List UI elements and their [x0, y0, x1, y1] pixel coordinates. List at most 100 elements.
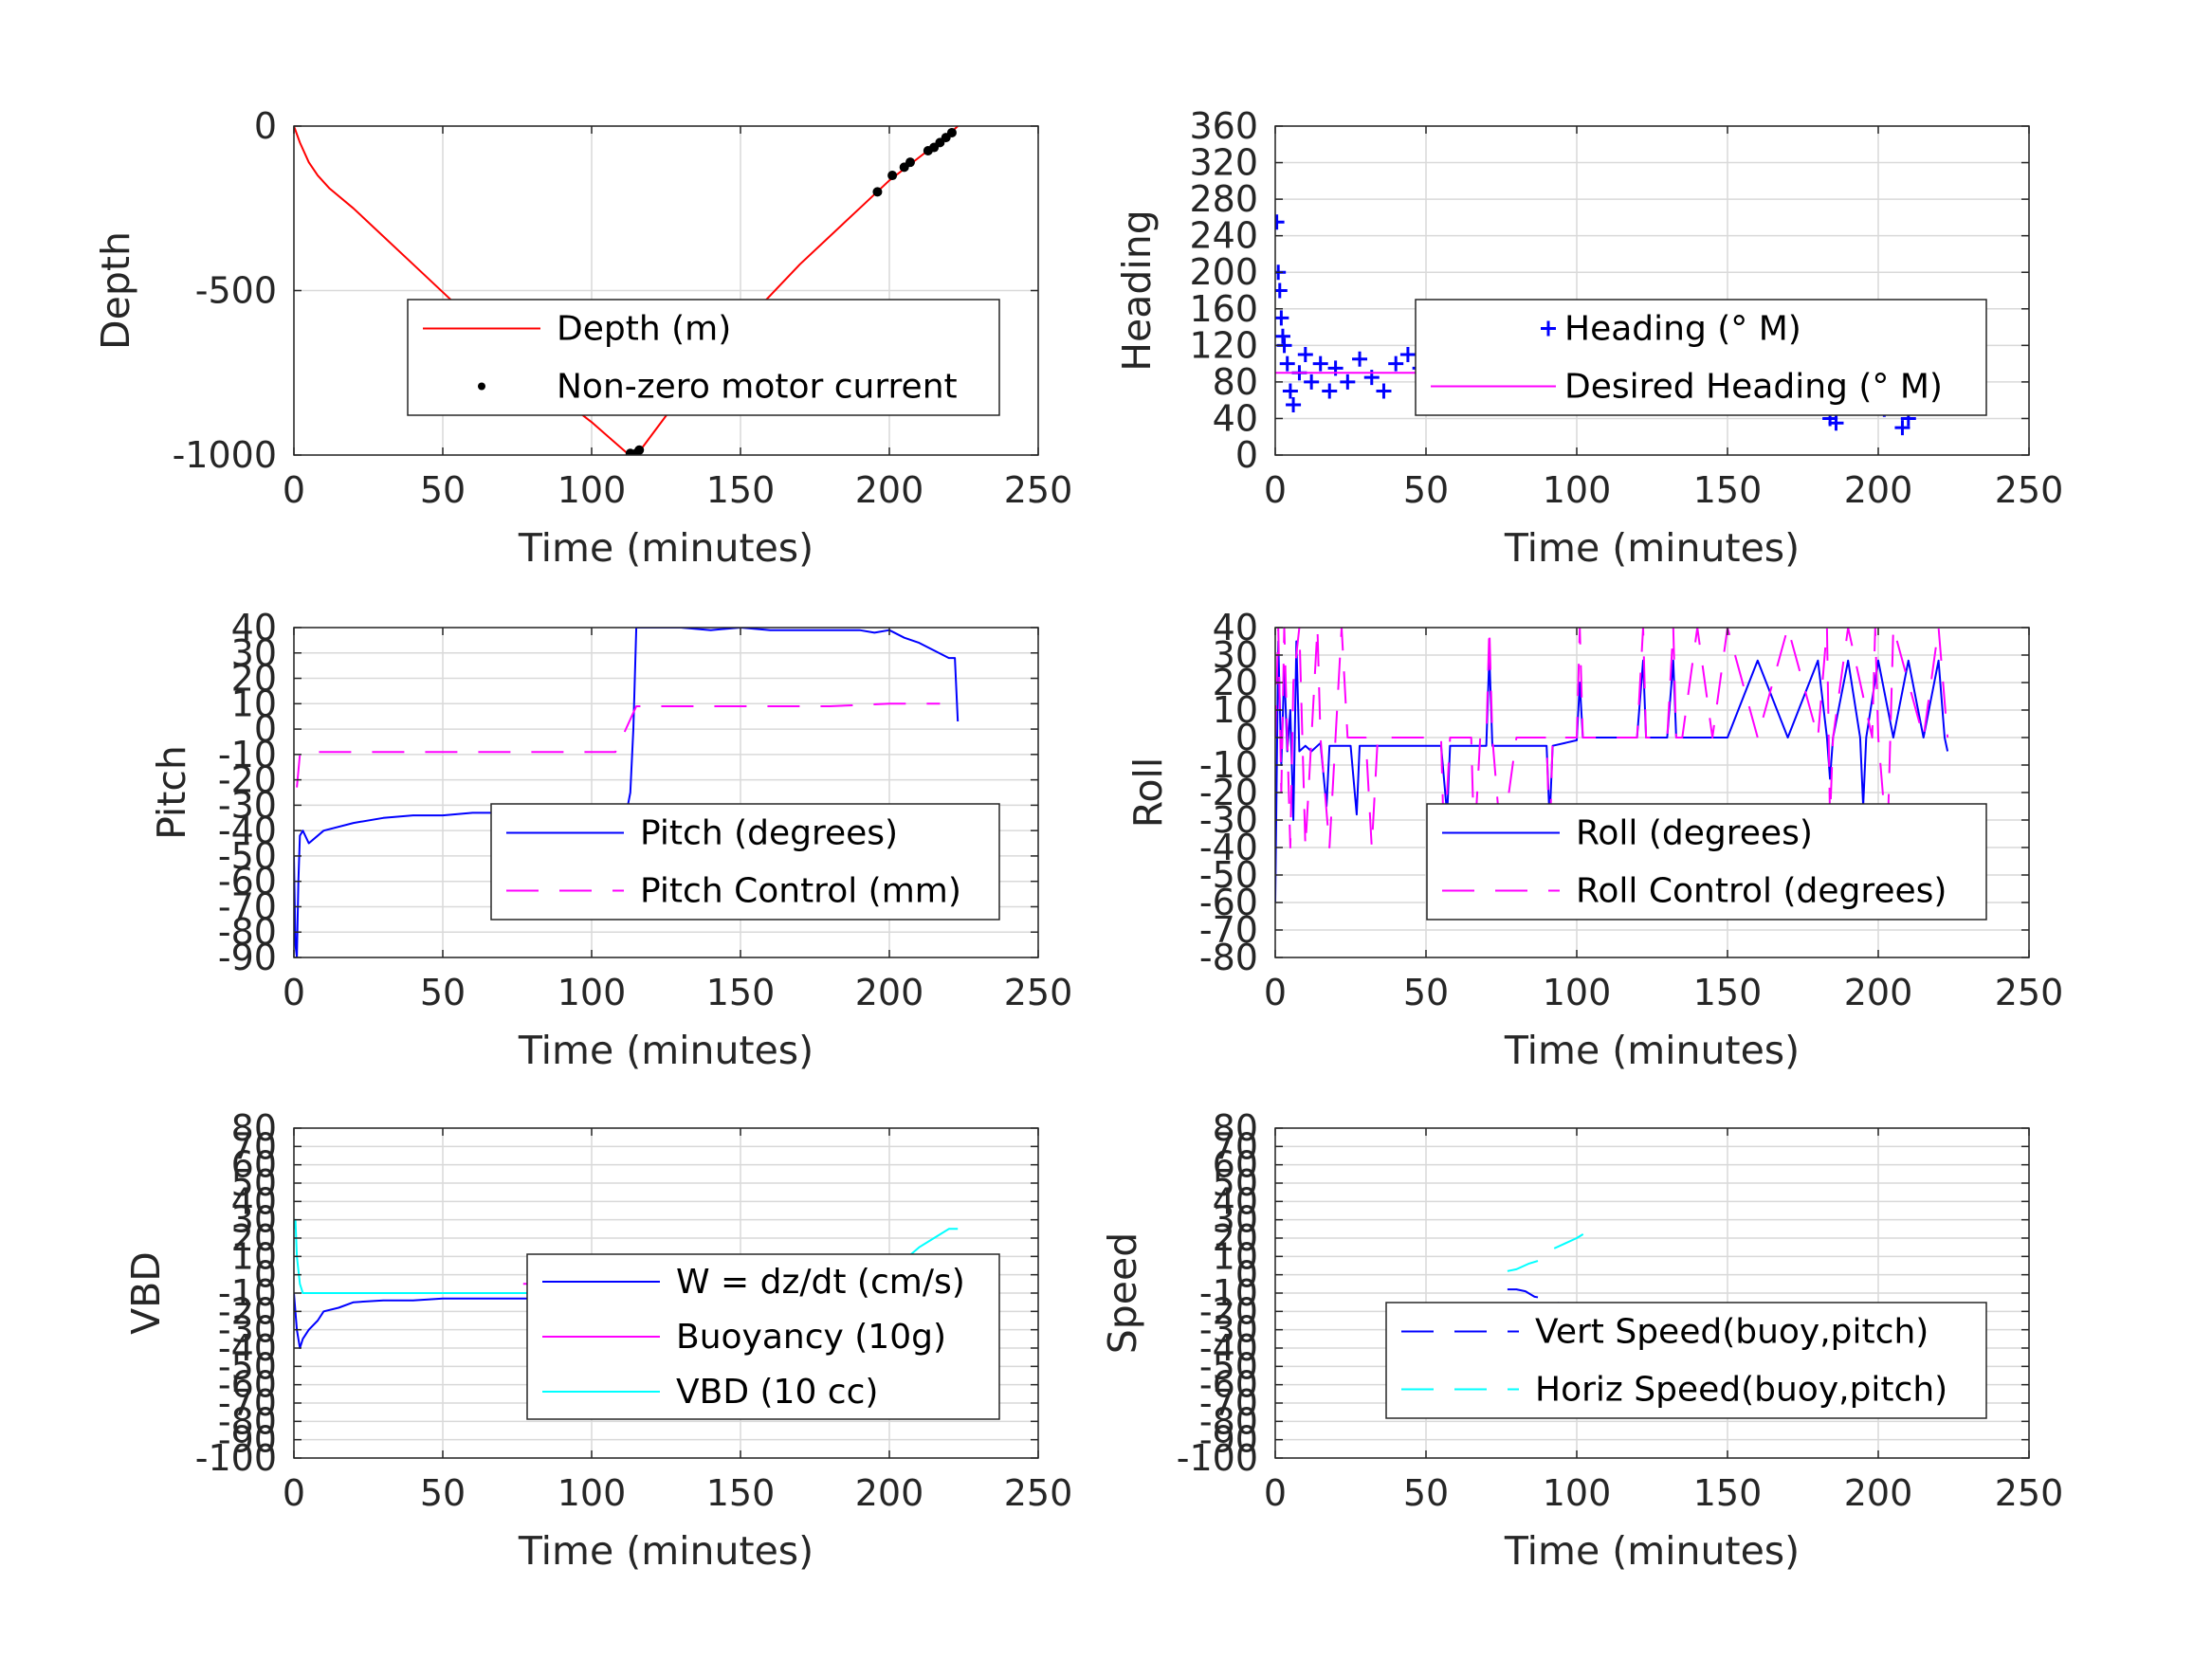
depth-y-tick-label: -500 — [195, 270, 277, 312]
depth-x-tick-label: 150 — [706, 469, 776, 511]
speed-y-tick-label: -30 — [1199, 1309, 1258, 1351]
depth-x-axis-label: Time (minutes) — [518, 525, 814, 571]
speed-y-tick-label: -40 — [1199, 1327, 1258, 1369]
pitch-y-tick-label: -20 — [218, 759, 277, 801]
heading-m-series-point — [1312, 356, 1328, 372]
heading-x-tick-label: 250 — [1995, 469, 2064, 511]
heading-m-series-point — [1275, 214, 1285, 230]
speed-y-tick-label: -60 — [1199, 1364, 1258, 1406]
heading-m-series-point — [1304, 374, 1320, 390]
vbd-x-tick-label: 0 — [283, 1472, 305, 1514]
desired-heading-m-legend-label: Desired Heading (° M) — [1564, 368, 1943, 407]
heading-legend: Heading (° M) Desired Heading (° M) — [1415, 299, 1987, 416]
pitch-y-tick-label: -40 — [218, 810, 277, 851]
speed-y-tick-label: -80 — [1199, 1400, 1258, 1442]
pitch-legend: Pitch (degrees) Pitch Control (mm) — [490, 803, 1000, 921]
vbd-y-tick-label: -20 — [218, 1290, 277, 1332]
heading-y-tick-label: 200 — [1189, 251, 1258, 293]
heading-legend-box — [1415, 299, 1987, 416]
heading-m-legend-swatch — [1541, 320, 1556, 337]
vert-speed-buoy-pitch-legend-label: Vert Speed(buoy,pitch) — [1535, 1313, 1929, 1352]
heading-m-series-point — [1352, 351, 1368, 367]
vbd-y-tick-label: 60 — [231, 1144, 277, 1186]
heading-y-tick-label: 40 — [1213, 397, 1258, 439]
roll-x-tick-label: 0 — [1264, 972, 1287, 1013]
non-zero-motor-current-series-point — [946, 127, 957, 137]
roll-x-tick-label: 50 — [1403, 972, 1449, 1013]
heading-m-series-point — [1340, 374, 1356, 390]
horiz-speed-buoy-pitch-legend-label: Horiz Speed(buoy,pitch) — [1535, 1371, 1947, 1410]
heading-m-series-point — [1376, 383, 1392, 399]
roll-y-tick-label: 30 — [1213, 634, 1258, 676]
speed-y-tick-label: -50 — [1199, 1345, 1258, 1387]
speed-y-tick-label: 40 — [1213, 1180, 1258, 1222]
roll-control-degrees-series — [1275, 628, 1949, 848]
vbd-x-tick-label: 250 — [1004, 1472, 1073, 1514]
heading-m-series-point — [1275, 283, 1288, 299]
speed-x-tick-label: 150 — [1693, 1472, 1763, 1514]
pitch-x-tick-label: 250 — [1004, 972, 1073, 1013]
vbd-y-tick-label: 20 — [231, 1217, 277, 1259]
speed-y-tick-label: 30 — [1213, 1199, 1258, 1241]
pitch-x-tick-label: 150 — [706, 972, 776, 1013]
pitch-x-tick-label: 0 — [283, 972, 305, 1013]
roll-y-tick-label: -80 — [1199, 937, 1258, 978]
non-zero-motor-current-series-point — [887, 171, 898, 181]
roll-y-tick-label: -40 — [1199, 827, 1258, 868]
vbd-y-axis-label: VBD — [123, 1251, 169, 1335]
pitch-legend-box — [490, 803, 1000, 921]
roll-y-tick-label: -50 — [1199, 854, 1258, 896]
vbd-y-tick-label: -50 — [218, 1345, 277, 1387]
heading-m-series-point — [1286, 396, 1302, 412]
heading-y-tick-label: 320 — [1189, 142, 1258, 184]
heading-x-tick-label: 100 — [1543, 469, 1612, 511]
speed-legend: Vert Speed(buoy,pitch) Horiz Speed(buoy,p… — [1385, 1302, 1987, 1419]
heading-m-legend-label: Heading (° M) — [1564, 310, 1801, 349]
depth-y-axis-label: Depth — [93, 231, 138, 350]
roll-y-tick-label: -70 — [1199, 909, 1258, 951]
roll-degrees-legend-label: Roll (degrees) — [1576, 814, 1813, 853]
speed-x-tick-label: 100 — [1543, 1472, 1612, 1514]
vbd-x-axis-label: Time (minutes) — [518, 1528, 814, 1574]
pitch-y-tick-label: 30 — [231, 632, 277, 674]
pitch-x-tick-label: 100 — [558, 972, 627, 1013]
depth-x-tick-label: 250 — [1004, 469, 1073, 511]
depth-panel: 0 50 100 150 200 250 -1000 -500 0 Time (minutes) D… — [93, 105, 1072, 571]
pitch-y-tick-label: -60 — [218, 861, 277, 902]
depth-legend-box — [407, 299, 1000, 416]
heading-x-tick-label: 50 — [1403, 469, 1449, 511]
roll-y-axis-label: Roll — [1125, 757, 1171, 829]
speed-y-tick-label: -70 — [1199, 1382, 1258, 1424]
speed-y-tick-label: -90 — [1199, 1419, 1258, 1461]
heading-m-series-point — [1322, 383, 1338, 399]
vbd-y-tick-label: -80 — [218, 1400, 277, 1442]
heading-panel: 0 50 100 150 200 2500408012016020024028032036… — [1114, 105, 2063, 571]
pitch-y-tick-label: 20 — [231, 658, 277, 700]
pitch-panel: 0 50 100 150 200 250-90-80-70-60-50-40-30-20-… — [149, 607, 1072, 1073]
pitch-control-mm-legend-label: Pitch Control (mm) — [640, 872, 961, 911]
pitch-y-tick-label: -10 — [218, 734, 277, 775]
speed-x-tick-label: 250 — [1995, 1472, 2064, 1514]
speed-x-tick-label: 200 — [1844, 1472, 1913, 1514]
speed-y-tick-label: 70 — [1213, 1125, 1258, 1167]
roll-legend: Roll (degrees) Roll Control (degrees) — [1426, 803, 1987, 921]
roll-y-tick-label: -10 — [1199, 744, 1258, 786]
roll-x-tick-label: 200 — [1844, 972, 1913, 1013]
depth-x-tick-label: 0 — [283, 469, 305, 511]
vbd-x-tick-label: 150 — [706, 1472, 776, 1514]
pitch-y-tick-label: -70 — [218, 885, 277, 927]
heading-x-tick-label: 200 — [1844, 469, 1913, 511]
vbd-legend: W = dz/dt (cm/s) Buoyancy (10g) VBD (10 cc… — [526, 1253, 1000, 1420]
roll-y-tick-label: -30 — [1199, 799, 1258, 841]
vbd-x-tick-label: 100 — [558, 1472, 627, 1514]
pitch-y-tick-label: 10 — [231, 683, 277, 724]
heading-axes-box — [1274, 125, 2030, 456]
roll-y-tick-label: 10 — [1213, 689, 1258, 731]
non-zero-motor-current-series-point — [905, 157, 915, 168]
heading-m-series-point — [1275, 328, 1290, 344]
heading-y-tick-label: 280 — [1189, 178, 1258, 220]
vbd-10-cc-legend-label: VBD (10 cc) — [676, 1373, 878, 1412]
vbd-y-tick-label: -30 — [218, 1309, 277, 1351]
roll-panel: 0 50 100 150 200 250-80-70-60-50-40-30-20-100… — [1125, 607, 2063, 1073]
